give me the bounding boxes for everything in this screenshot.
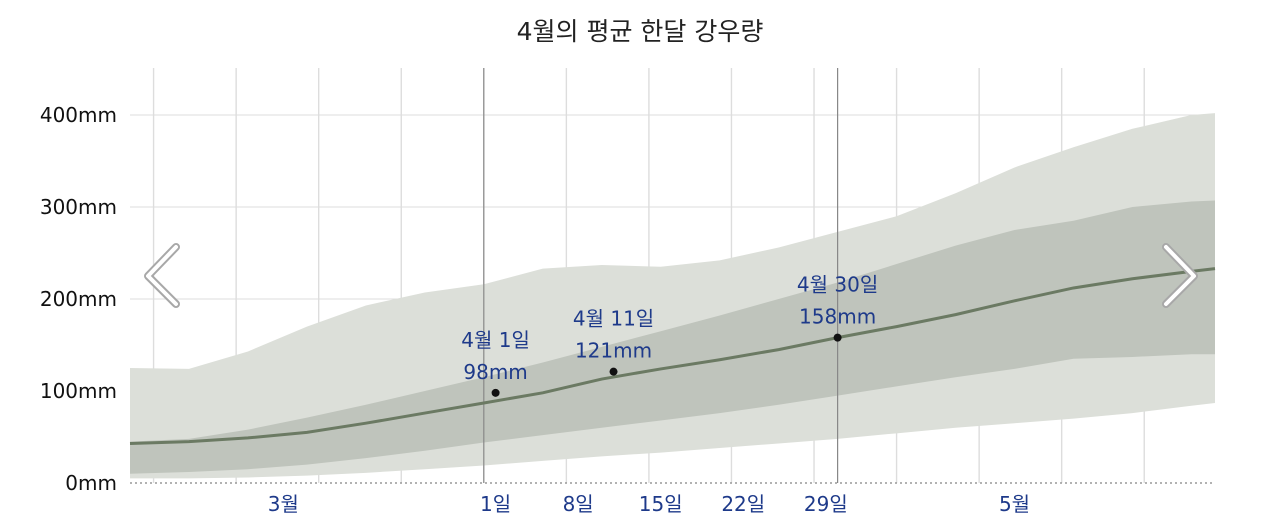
mean-rainfall-line: [129, 267, 1216, 445]
point-value-label: 98mm: [463, 360, 527, 384]
point-date-label: 4월 1일: [461, 328, 530, 352]
highlighted-point: [833, 333, 842, 342]
chevron-left-icon-fill: [146, 245, 178, 306]
inner-range-band: [130, 200, 1215, 474]
chevron-left-icon[interactable]: [144, 243, 180, 308]
x-tick-label: 8일: [563, 492, 594, 516]
point-value-label: 121mm: [575, 339, 652, 363]
chevron-left-icon-outline: [144, 243, 180, 308]
chevron-right-icon[interactable]: [1162, 243, 1198, 308]
x-tick-label: 3월: [268, 492, 299, 516]
outer-range-band: [130, 113, 1215, 479]
point-date-label: 4월 11일: [573, 307, 654, 331]
highlighted-point: [609, 367, 618, 376]
y-tick-label: 200mm: [40, 287, 117, 311]
highlighted-point: [491, 388, 500, 397]
nav-layer: [144, 243, 1198, 308]
point-value-label: 158mm: [799, 305, 876, 329]
x-tick-label: 1일: [480, 492, 511, 516]
line-layer: [129, 68, 1216, 483]
x-tick-label: 29일: [804, 492, 848, 516]
x-tick-label: 22일: [721, 492, 765, 516]
y-tick-label: 0mm: [65, 471, 117, 495]
chevron-right-icon-fill: [1164, 245, 1196, 306]
y-tick-label: 300mm: [40, 195, 117, 219]
x-tick-label: 5월: [999, 492, 1030, 516]
x-tick-label: 15일: [639, 492, 683, 516]
annotation-layer: 4월 1일 98mm 4월 11일 121mm 4월 30일 158mm: [461, 273, 878, 397]
y-tick-label: 100mm: [40, 379, 117, 403]
point-date-label: 4월 30일: [797, 273, 878, 297]
axis-layer: 0mm 100mm 200mm 300mm 400mm 3월 1일 8일 15일 22일 29일 5월: [40, 103, 1215, 516]
y-tick-label: 400mm: [40, 103, 117, 127]
chart-title: 4월의 평균 한달 강우량: [516, 17, 764, 46]
band-layer: [130, 113, 1215, 479]
